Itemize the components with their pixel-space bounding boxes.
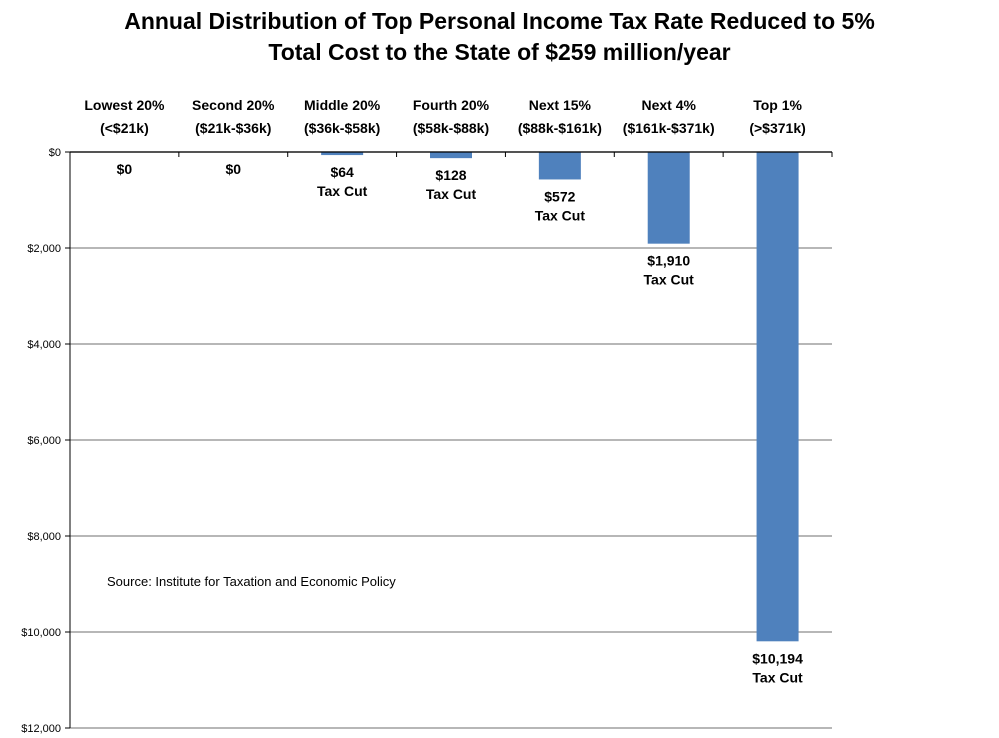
data-label-note: Tax Cut: [426, 186, 477, 202]
data-label-note: Tax Cut: [644, 272, 695, 288]
data-label: $0: [117, 161, 133, 177]
grid-lines: [70, 151, 832, 729]
category-labels: Lowest 20% (<$21k) Second 20% ($21k-$36k) Mi…: [84, 97, 805, 136]
category-range-label: ($21k-$36k): [195, 120, 271, 136]
data-labels: $0 $0 $64 Tax Cut $128 Tax Cut $572 Tax Cut $1,9…: [117, 161, 803, 685]
category-label: Lowest 20%: [84, 97, 165, 113]
bar: [538, 152, 581, 180]
category-label: Top 1%: [753, 97, 802, 113]
category-range-label: (>$371k): [749, 120, 805, 136]
data-label: $572: [544, 188, 575, 204]
y-axis: $0 $2,000 $4,000 $6,000 $8,000 $10,000 $12,000: [21, 147, 833, 735]
category-label: Next 4%: [641, 97, 696, 113]
category-range-label: ($88k-$161k): [518, 120, 602, 136]
category-range-label: ($36k-$58k): [304, 120, 380, 136]
y-tick-label: $8,000: [27, 531, 61, 543]
data-label: $0: [225, 161, 241, 177]
bar: [321, 152, 364, 156]
category-range-label: ($58k-$88k): [413, 120, 489, 136]
bar: [430, 152, 472, 159]
y-tick-label: $12,000: [21, 723, 61, 735]
bar-group: [321, 152, 799, 642]
bar: [756, 152, 799, 642]
data-label: $128: [435, 167, 466, 183]
source-note: Source: Institute for Taxation and Econo…: [107, 574, 396, 589]
bar: [647, 152, 690, 244]
category-label: Next 15%: [529, 97, 592, 113]
y-tick-label: $6,000: [27, 435, 61, 447]
data-label: $1,910: [647, 253, 690, 269]
y-tick-label: $0: [49, 147, 61, 159]
data-label-note: Tax Cut: [535, 207, 586, 223]
chart-title: Annual Distribution of Top Personal Inco…: [0, 6, 999, 68]
y-tick-label: $10,000: [21, 627, 61, 639]
category-range-label: (<$21k): [100, 120, 149, 136]
y-tick-label: $2,000: [27, 243, 61, 255]
data-label: $64: [330, 164, 354, 180]
data-label-note: Tax Cut: [317, 183, 368, 199]
category-label: Middle 20%: [304, 97, 381, 113]
data-label-note: Tax Cut: [752, 669, 803, 685]
category-range-label: ($161k-$371k): [623, 120, 715, 136]
data-label: $10,194: [752, 650, 803, 666]
category-label: Second 20%: [192, 97, 275, 113]
chart-subtitle: Total Cost to the State of $259 million/…: [268, 39, 731, 65]
category-label: Fourth 20%: [413, 97, 490, 113]
y-tick-label: $4,000: [27, 339, 61, 351]
chart-title-line-1: Annual Distribution of Top Personal Inco…: [124, 8, 875, 34]
